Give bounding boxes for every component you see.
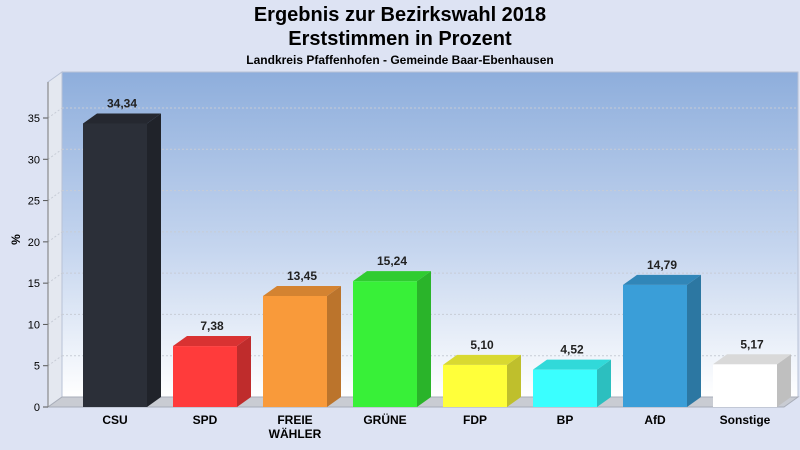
y-tick-label: 25 [28, 196, 40, 208]
y-tick-label: 15 [28, 278, 40, 290]
value-label: 4,52 [560, 343, 584, 357]
bar-top [173, 336, 251, 347]
plot-left-wall [47, 71, 63, 408]
value-label: 34,34 [107, 96, 137, 110]
chart-subtitle: Erststimmen in Prozent [288, 28, 512, 50]
gridline-side [47, 190, 63, 201]
value-label: 5,17 [740, 337, 764, 351]
bar-side [777, 354, 791, 407]
value-label: 15,24 [377, 254, 407, 268]
bar-top [623, 274, 701, 285]
bar-bp [533, 369, 597, 407]
value-label: 13,45 [287, 269, 317, 283]
category-label: FDP [463, 413, 487, 427]
chart-title: Ergebnis zur Bezirkswahl 2018 [253, 4, 547, 26]
bar-side [687, 274, 701, 407]
bar-side [237, 336, 251, 407]
category-label: AfD [644, 413, 666, 427]
bar-fdp [443, 364, 507, 407]
bar-csu [83, 123, 147, 408]
bar-side [507, 354, 521, 407]
bar-afd [623, 284, 687, 407]
bar-side [597, 359, 611, 407]
y-tick-label: 30 [28, 154, 40, 166]
bar-side [327, 285, 341, 407]
bar-grüne [353, 281, 417, 407]
bar-top [533, 359, 611, 370]
category-label: CSU [102, 413, 127, 427]
gridline-side [47, 314, 63, 325]
y-tick-label: 5 [34, 361, 40, 373]
bar-top [443, 354, 521, 365]
bar-freie-wähler [263, 295, 327, 407]
gridline-side [47, 231, 63, 243]
gridline-side [47, 107, 63, 119]
gridline-side [47, 148, 63, 160]
bar-side [417, 271, 431, 407]
category-label: FREIE WÄHLER [269, 413, 322, 441]
y-axis-label: % [9, 234, 23, 245]
bar-top [83, 113, 161, 124]
chart-location: Landkreis Pfaffenhofen - Gemeinde Baar-E… [246, 53, 554, 67]
category-label: GRÜNE [363, 412, 406, 427]
gridline-side [47, 272, 63, 284]
value-label: 5,10 [470, 338, 494, 352]
bar-spd [173, 346, 237, 407]
gridline-side [47, 355, 63, 367]
y-tick-label: 10 [28, 319, 40, 331]
y-tick-label: 0 [34, 402, 40, 414]
value-label: 14,79 [647, 258, 677, 272]
category-label: BP [557, 413, 574, 427]
y-tick-label: 20 [28, 237, 40, 249]
bar-top [263, 285, 341, 296]
category-label: Sonstige [720, 413, 771, 427]
value-label: 7,38 [200, 319, 224, 333]
bar-sonstige [713, 364, 777, 407]
category-label: SPD [193, 413, 218, 427]
bar-side [147, 113, 161, 408]
y-tick-label: 35 [28, 113, 40, 125]
bar-top [713, 354, 791, 365]
bar-top [353, 271, 431, 282]
